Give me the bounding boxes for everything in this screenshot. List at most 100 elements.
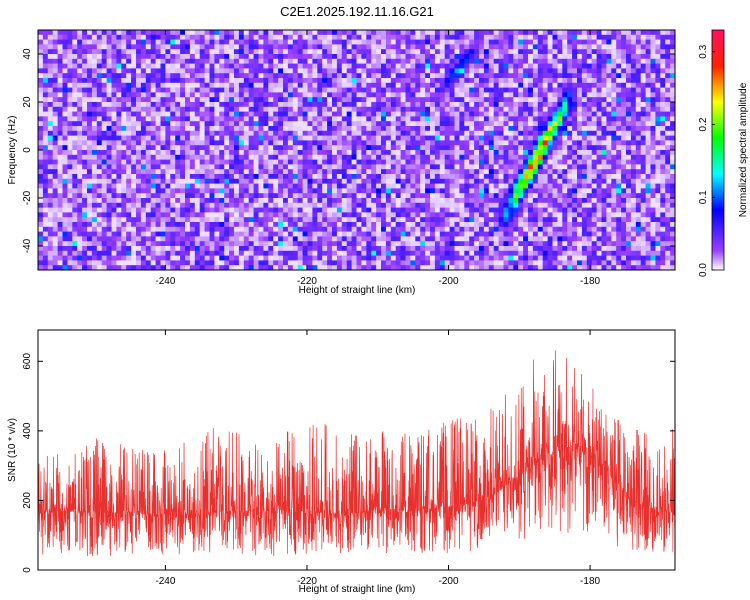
heatmap-cell (366, 207, 372, 213)
heatmap-cell (523, 207, 529, 213)
heatmap-cell (263, 154, 269, 160)
heatmap-cell (131, 87, 137, 93)
heatmap-cell (234, 68, 240, 74)
heatmap-cell (116, 193, 122, 199)
heatmap-cell (38, 169, 44, 175)
heatmap-cell (170, 140, 176, 146)
heatmap-cell (655, 54, 661, 60)
heatmap-cell (346, 164, 352, 170)
heatmap-cell (219, 145, 225, 151)
heatmap-cell (361, 183, 367, 189)
heatmap-cell (655, 178, 661, 184)
heatmap-cell (273, 174, 279, 180)
heatmap-cell (101, 78, 107, 84)
heatmap-cell (140, 212, 147, 218)
heatmap-cell (194, 82, 201, 88)
heatmap-cell (332, 102, 338, 108)
heatmap-cell (439, 58, 446, 64)
heatmap-cell (283, 202, 289, 208)
heatmap-cell (523, 159, 529, 165)
heatmap-cell (126, 212, 132, 218)
heatmap-cell (327, 145, 333, 151)
heatmap-cell (199, 39, 205, 45)
heatmap-cell (410, 92, 416, 98)
heatmap-cell (180, 126, 186, 132)
heatmap-cell (47, 135, 54, 141)
heatmap-cell (376, 130, 382, 136)
heatmap-cell (243, 111, 250, 117)
heatmap-cell (381, 49, 387, 55)
heatmap-cell (234, 49, 240, 55)
heatmap-cell (283, 178, 289, 184)
heatmap-cell (204, 121, 210, 127)
heatmap-cell (410, 183, 416, 189)
heatmap-cell (542, 34, 548, 40)
heatmap-cell (322, 49, 328, 55)
heatmap-cell (439, 34, 446, 40)
heatmap-cell (140, 44, 147, 50)
heatmap-cell (616, 97, 622, 103)
heatmap-cell (106, 49, 112, 55)
heatmap-cell (405, 58, 411, 64)
heatmap-cell (278, 135, 284, 141)
heatmap-cell (626, 198, 632, 204)
heatmap-cell (577, 116, 583, 122)
heatmap-cell (268, 116, 274, 122)
heatmap-cell (390, 126, 397, 132)
heatmap-cell (567, 140, 573, 146)
heatmap-cell (670, 202, 675, 208)
heatmap-cell (283, 34, 289, 40)
heatmap-cell (224, 159, 230, 165)
heatmap-cell (219, 150, 225, 156)
heatmap-cell (581, 44, 588, 50)
heatmap-cell (307, 39, 313, 45)
heatmap-cell (96, 102, 103, 108)
heatmap-cell (214, 106, 220, 112)
heatmap-cell (327, 150, 333, 156)
heatmap-cell (596, 126, 602, 132)
heatmap-cell (430, 178, 436, 184)
heatmap-cell (189, 145, 196, 151)
heatmap-cell (336, 121, 343, 127)
heatmap-cell (287, 178, 294, 184)
heatmap-cell (385, 193, 392, 199)
heatmap-cell (508, 34, 514, 40)
heatmap-cell (366, 39, 372, 45)
heatmap-cell (234, 202, 240, 208)
heatmap-cell (547, 159, 553, 165)
heatmap-cell (385, 164, 392, 170)
heatmap-cell (586, 97, 593, 103)
heatmap-cell (513, 207, 519, 213)
heatmap-cell (52, 164, 58, 170)
heatmap-cell (341, 169, 348, 175)
heatmap-cell (483, 159, 490, 165)
heatmap-cell (513, 49, 519, 55)
heatmap-cell (283, 198, 289, 204)
heatmap-cell (116, 111, 122, 117)
heatmap-cell (371, 188, 377, 194)
heatmap-cell (327, 44, 333, 50)
heatmap-cell (180, 39, 186, 45)
heatmap-cell (327, 178, 333, 184)
heatmap-cell (131, 58, 137, 64)
heatmap-cell (292, 106, 299, 112)
heatmap-cell (381, 140, 387, 146)
heatmap-cell (425, 73, 431, 79)
heatmap-cell (238, 207, 245, 213)
heatmap-cell (96, 68, 103, 74)
heatmap-cell (645, 164, 651, 170)
heatmap-cell (434, 106, 441, 112)
heatmap-cell (508, 126, 514, 132)
heatmap-cell (273, 150, 279, 156)
heatmap-cell (381, 34, 387, 40)
heatmap-cell (214, 30, 220, 36)
heatmap-cell (567, 178, 573, 184)
heatmap-cell (248, 202, 254, 208)
heatmap-cell (77, 121, 83, 127)
heatmap-cell (82, 198, 88, 204)
heatmap-cell (336, 116, 343, 122)
heatmap-cell (185, 140, 191, 146)
heatmap-cell (101, 102, 107, 108)
heatmap-cell (572, 145, 578, 151)
heatmap-cell (577, 140, 583, 146)
